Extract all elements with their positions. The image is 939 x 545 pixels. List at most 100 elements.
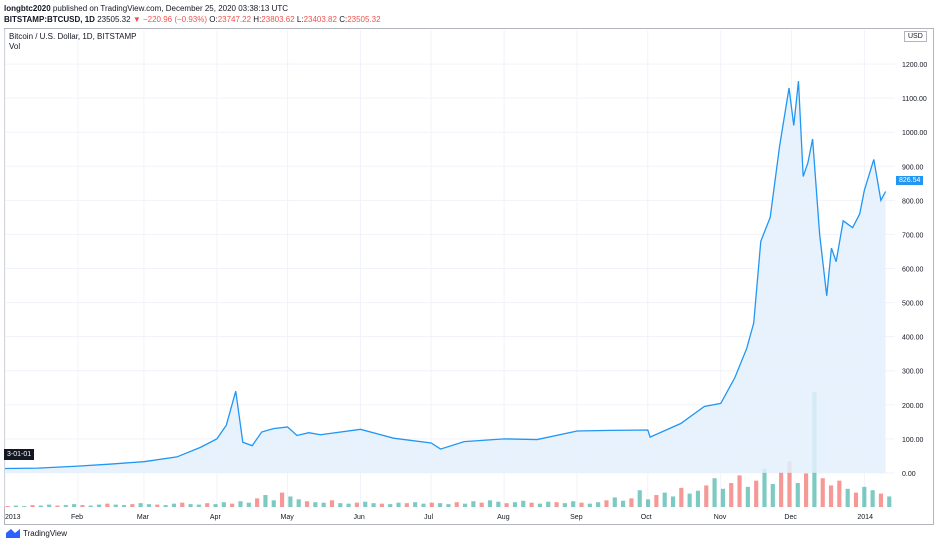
- volume-bar: [329, 500, 335, 507]
- volume-bar: [388, 504, 393, 507]
- volume-bar: [587, 503, 592, 507]
- volume-bar: [679, 487, 684, 507]
- volume-bar: [828, 485, 834, 507]
- volume-bar: [363, 501, 368, 507]
- h-label: H:: [253, 15, 262, 24]
- footer-branding[interactable]: TradingView: [6, 529, 67, 538]
- volume-bar: [221, 502, 226, 507]
- l-label: L:: [296, 15, 304, 24]
- volume-bar: [47, 504, 52, 507]
- y-tick-label: 1200.00: [902, 62, 927, 69]
- volume-bar: [745, 486, 750, 507]
- volume-bar: [80, 505, 85, 507]
- volume-bar: [246, 502, 251, 507]
- volume-bar: [695, 490, 701, 507]
- o-value: 23747.22: [217, 15, 252, 24]
- publish-text: published on TradingView.com, December 2…: [52, 4, 289, 13]
- volume-bar: [504, 503, 509, 507]
- volume-bar: [321, 502, 326, 507]
- symbol-label: BITSTAMP:BTCUSD, 1D: [4, 15, 95, 24]
- x-tick-label: Nov: [714, 514, 727, 521]
- currency-label[interactable]: USD: [904, 31, 927, 42]
- symbol-line: BITSTAMP:BTCUSD, 1D 23505.32 ▼ −220.96 (…: [4, 14, 381, 25]
- y-tick-label: 500.00: [902, 301, 924, 308]
- volume-bar: [446, 504, 451, 507]
- y-tick-label: 200.00: [902, 403, 924, 410]
- volume-bar: [404, 503, 409, 507]
- volume-bar: [762, 468, 767, 507]
- volume-bar: [263, 495, 268, 507]
- volume-bar: [546, 501, 551, 507]
- volume-bar: [429, 502, 434, 507]
- volume-bar: [579, 502, 584, 507]
- volume-bar: [637, 490, 642, 507]
- volume-bar: [371, 503, 376, 507]
- volume-bar: [379, 503, 384, 507]
- volume-bar: [862, 486, 867, 507]
- volume-bar: [562, 503, 567, 507]
- volume-bar: [354, 502, 360, 507]
- volume-bar: [421, 503, 426, 507]
- volume-bar: [30, 505, 35, 507]
- volume-bar: [670, 496, 676, 507]
- x-tick-label: Jun: [354, 514, 365, 521]
- volume-bar: [196, 504, 201, 507]
- volume-bar: [55, 505, 60, 507]
- volume-bar: [130, 504, 135, 507]
- volume-bar: [795, 483, 800, 507]
- volume-bar: [63, 505, 68, 507]
- tradingview-logo-icon: [6, 529, 20, 538]
- price-line: [4, 81, 887, 470]
- volume-bar: [645, 499, 651, 507]
- x-tick-label: Apr: [210, 514, 222, 521]
- author-name[interactable]: longbtc2020: [4, 4, 51, 13]
- volume-bar: [213, 504, 218, 507]
- publish-info: longbtc2020 published on TradingView.com…: [4, 3, 288, 14]
- volume-bar: [171, 503, 177, 507]
- volume-bar: [22, 506, 27, 507]
- volume-bar: [438, 503, 443, 507]
- legend-title: Bitcoin / U.S. Dollar, 1D, BITSTAMP: [9, 32, 137, 41]
- volume-bar: [279, 492, 285, 507]
- x-tick-label: Jul: [424, 514, 433, 521]
- volume-bar: [787, 461, 792, 507]
- volume-bar: [138, 503, 143, 507]
- y-tick-label: 800.00: [902, 198, 924, 205]
- volume-bar: [5, 506, 10, 507]
- l-value: 23403.82: [303, 15, 337, 24]
- volume-bar: [662, 492, 667, 507]
- volume-bar: [804, 473, 809, 507]
- volume-bar: [146, 504, 152, 507]
- volume-bar: [712, 478, 717, 507]
- volume-bar: [180, 502, 185, 507]
- legend-volume: Vol: [9, 42, 21, 51]
- c-label: C:: [339, 15, 348, 24]
- y-tick-label: 0.00: [902, 471, 916, 478]
- volume-bar: [754, 480, 759, 507]
- change-value: ▼ −220.96 (−0.93%): [132, 15, 207, 24]
- volume-bar: [737, 475, 742, 507]
- volume-bar: [346, 503, 351, 507]
- x-tick-label: 2013: [5, 514, 21, 521]
- volume-bar: [529, 502, 534, 507]
- volume-bar: [537, 503, 542, 507]
- volume-bar: [471, 501, 476, 507]
- volume-bar: [230, 503, 235, 507]
- y-tick-label: 300.00: [902, 369, 924, 376]
- volume-bar: [304, 501, 310, 507]
- volume-bar: [770, 484, 775, 507]
- x-tick-label: Sep: [570, 514, 583, 521]
- volume-bar: [396, 502, 401, 507]
- volume-bar: [163, 505, 168, 507]
- volume-bar: [887, 496, 892, 507]
- volume-bar: [288, 496, 293, 507]
- y-tick-label: 700.00: [902, 232, 924, 239]
- last-price: 23505.32: [97, 15, 131, 24]
- volume-bar: [687, 493, 692, 507]
- y-tick-label: 600.00: [902, 267, 924, 274]
- volume-bar: [521, 500, 526, 507]
- y-tick-label: 900.00: [902, 164, 924, 171]
- y-tick-label: 1100.00: [902, 96, 927, 103]
- volume-bar: [255, 498, 260, 507]
